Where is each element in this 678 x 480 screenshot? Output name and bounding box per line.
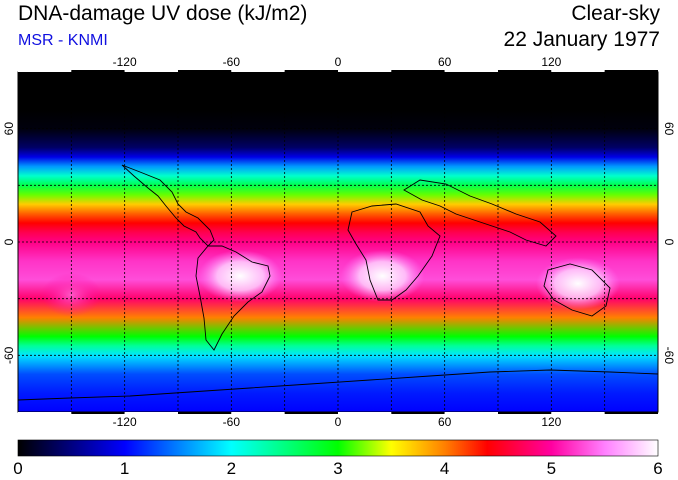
frame-strip-bottom [391, 412, 445, 414]
map-title: DNA-damage UV dose (kJ/m2) [18, 2, 308, 25]
frame-strip-top [444, 70, 498, 72]
frame-strip-bottom [18, 412, 72, 414]
lon-tick-label-top: 0 [335, 55, 342, 69]
lat-tick-label-left: 60 [2, 122, 16, 136]
colorbar-labels: 0 1 2 3 4 5 6 [13, 459, 662, 478]
frame-strip-bottom [124, 412, 178, 414]
frame-strip-bottom [284, 412, 338, 414]
coast-south-america [195, 245, 271, 351]
colorbar-label: 3 [333, 459, 342, 478]
frame-strip-top [551, 70, 605, 72]
lat-tick-label-left: 0 [2, 238, 16, 245]
coast-antarctica [18, 369, 658, 401]
lon-tick-label-top: -60 [223, 55, 241, 69]
frame-strip-top [231, 70, 285, 72]
map-frame [17, 71, 659, 413]
lat-ticks-left: 60 0 -60 [2, 122, 16, 364]
frame-strip-top [178, 70, 232, 72]
colorbar-label: 2 [227, 459, 236, 478]
lon-tick-label-bottom: 120 [541, 415, 561, 429]
colorbar-label: 5 [547, 459, 556, 478]
lon-tick-label-bottom: 0 [335, 415, 342, 429]
frame-strip-top [498, 70, 552, 72]
frame-strip-bottom [498, 412, 552, 414]
frame-strip-top [284, 70, 338, 72]
frame-strip-top [338, 70, 392, 72]
map-date: 22 January 1977 [503, 28, 660, 51]
sky-condition: Clear-sky [571, 2, 660, 25]
frame-strip-top [124, 70, 178, 72]
lat-tick-label-right: 0 [662, 239, 676, 246]
frame-strip-bottom [444, 412, 498, 414]
frame-strip-bottom [231, 412, 285, 414]
lon-tick-label-top: 60 [438, 55, 452, 69]
colorbar-label: 4 [440, 459, 449, 478]
lon-tick-label-bottom: -120 [113, 415, 137, 429]
hotspot-australia [536, 257, 620, 310]
frame-strip-top [604, 70, 658, 72]
lat-tick-label-right: -60 [662, 347, 676, 365]
colorbar-border [17, 439, 659, 457]
frame-strip-bottom [338, 412, 392, 414]
lon-ticks-top: -120 -60 0 60 120 [18, 55, 658, 72]
coastlines [18, 164, 658, 401]
frame-strip-top [18, 70, 72, 72]
colorbar-ramp [18, 440, 658, 456]
coast-africa [347, 203, 441, 301]
map-source: MSR - KNMI [18, 32, 108, 49]
lon-tick-label-bottom: -60 [223, 415, 241, 429]
lon-tick-label-top: 120 [541, 55, 561, 69]
hotspot-south-america [198, 250, 283, 302]
frame-strip-bottom [178, 412, 232, 414]
frame-strip-top [391, 70, 445, 72]
hotspot-south-pacific [41, 272, 102, 317]
colorbar-label: 0 [13, 459, 22, 478]
colorbar-label: 6 [653, 459, 662, 478]
lat-tick-label-left: -60 [2, 346, 16, 364]
lon-tick-label-top: -120 [113, 55, 137, 69]
frame-strip-bottom [71, 412, 125, 414]
coast-australia [543, 263, 611, 317]
lon-ticks-bottom: -120 -60 0 60 120 [18, 412, 658, 429]
coast-eurasia [403, 179, 557, 247]
frame-strip-top [71, 70, 125, 72]
lat-tick-label-right: 60 [662, 122, 676, 136]
hotspot-africa [340, 250, 425, 302]
colorbar-label: 1 [120, 459, 129, 478]
frame-strip-bottom [604, 412, 658, 414]
colorbar: 0 1 2 3 4 5 6 [13, 439, 663, 478]
lon-tick-label-bottom: 60 [438, 415, 452, 429]
frame-strip-bottom [551, 412, 605, 414]
lat-ticks-right: 60 0 -60 [662, 122, 676, 364]
uv-hotspots [41, 250, 620, 317]
map-graticule [18, 72, 658, 412]
